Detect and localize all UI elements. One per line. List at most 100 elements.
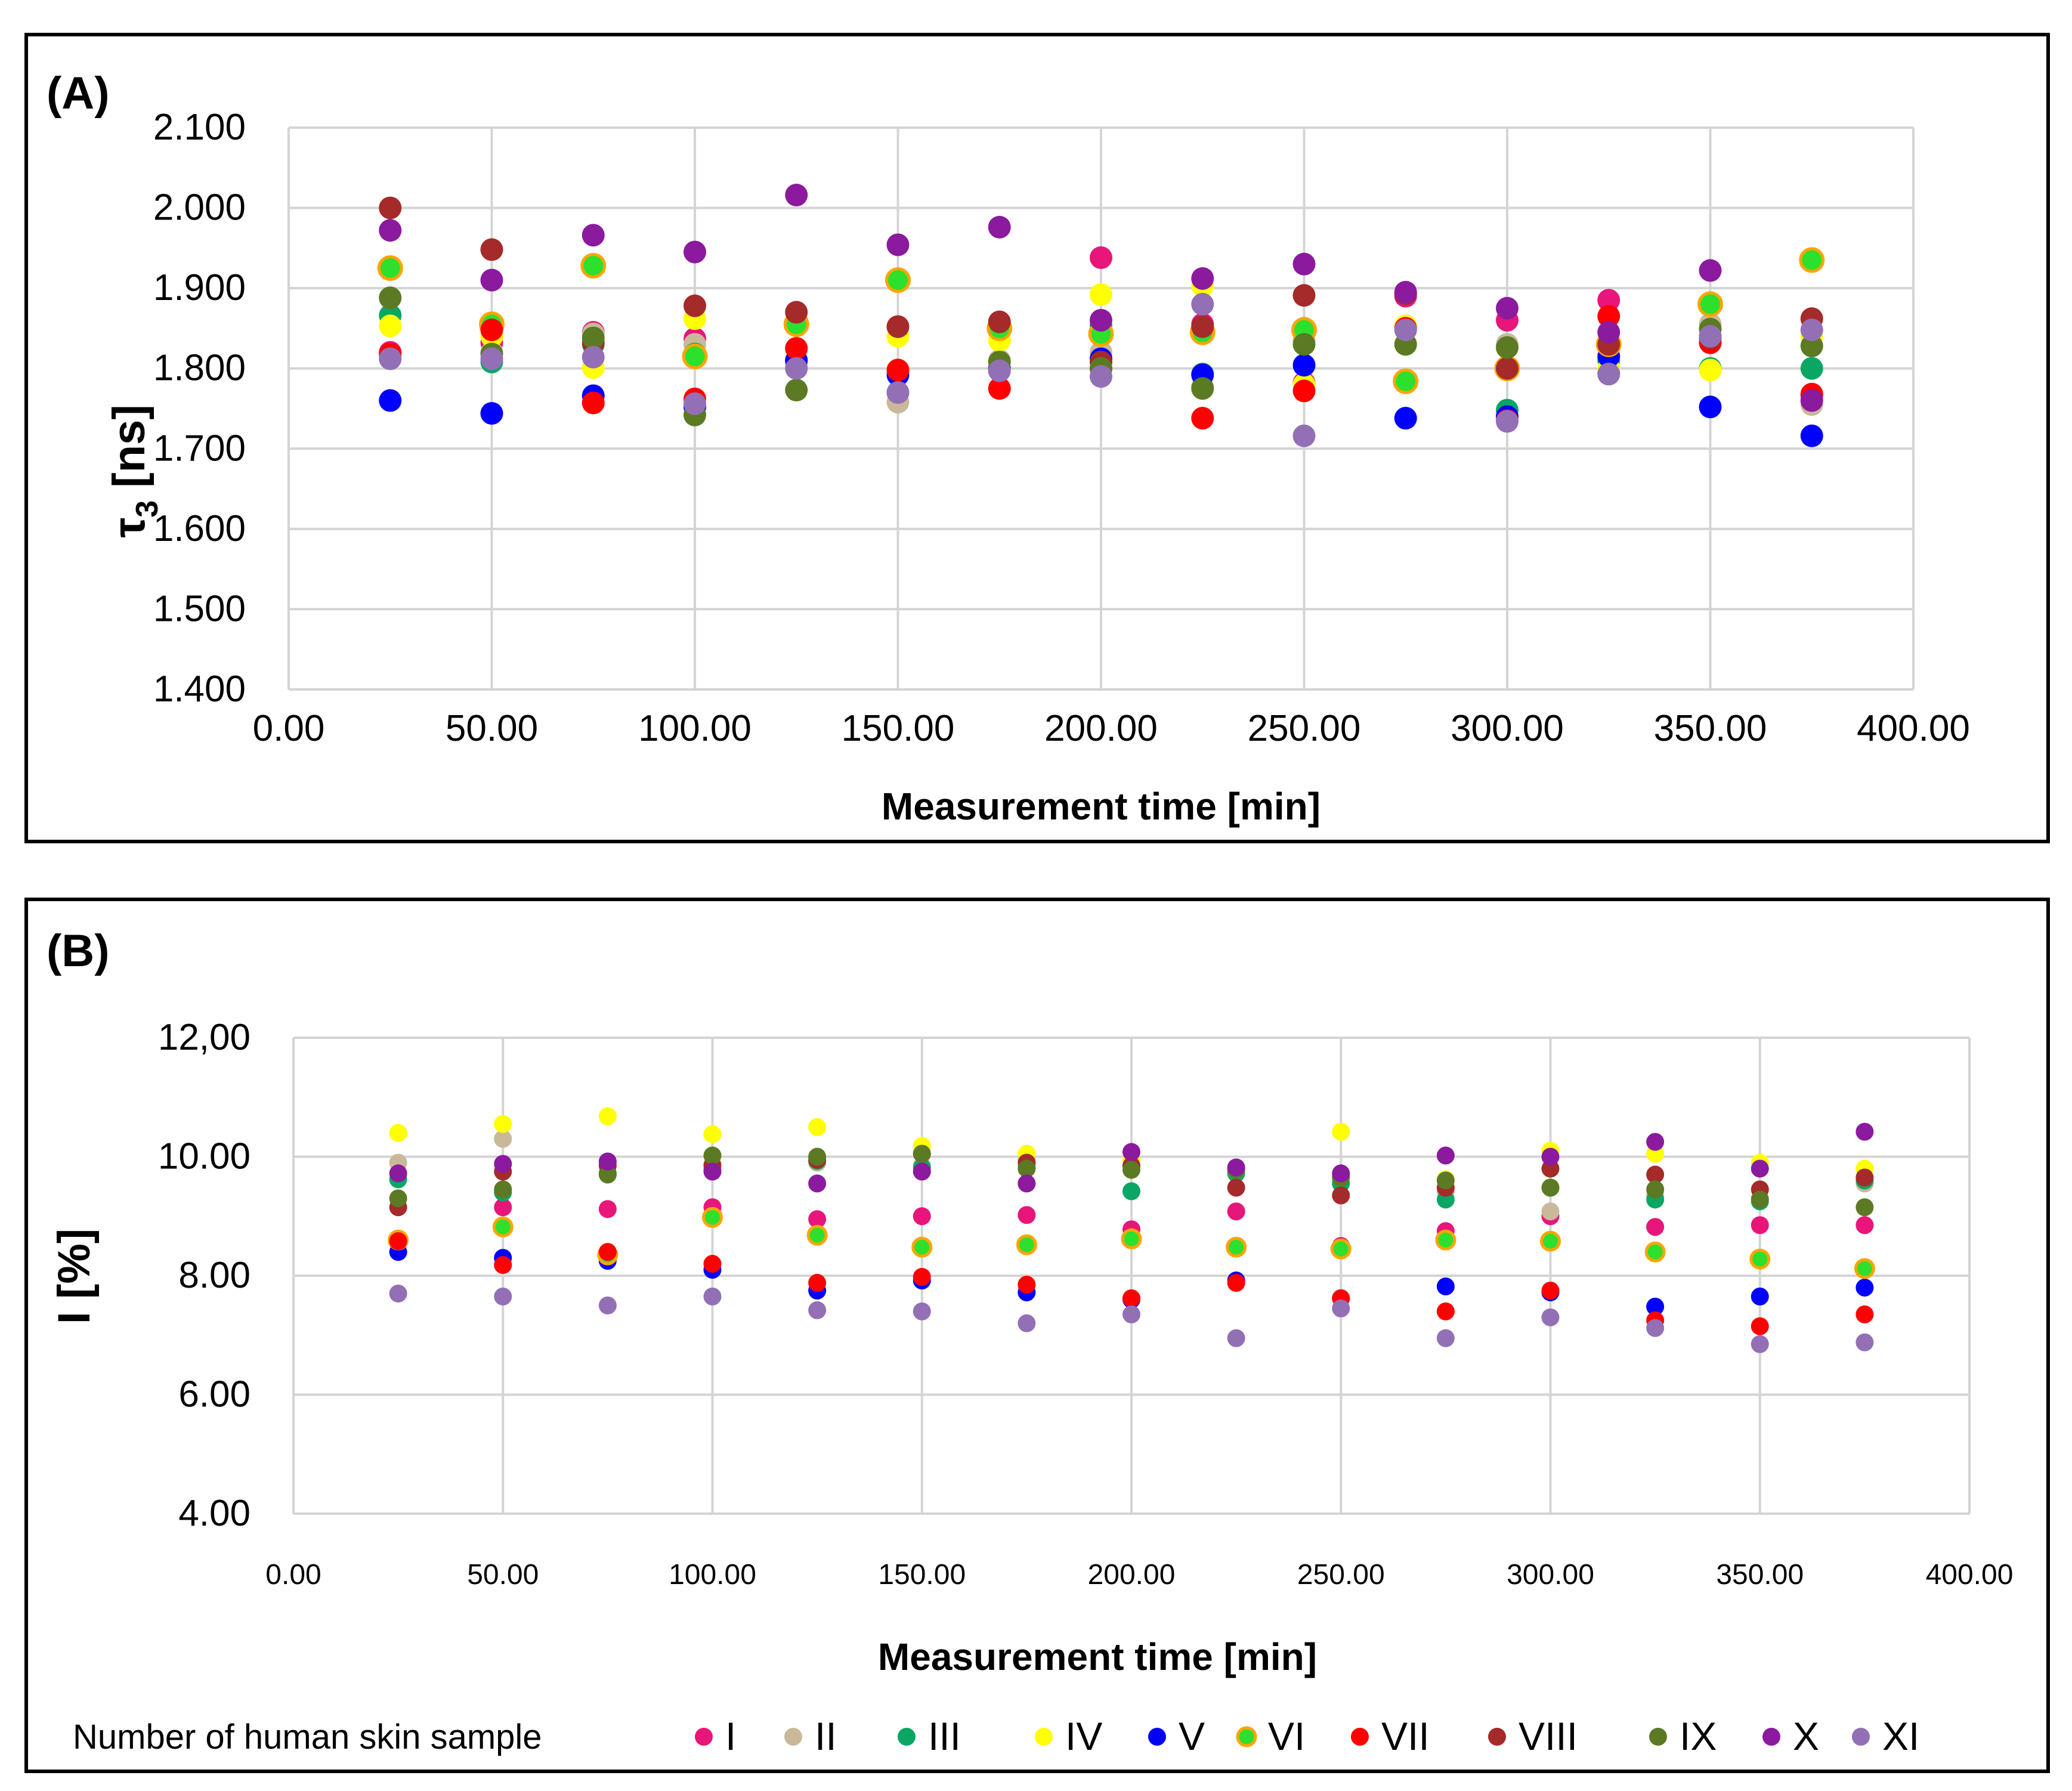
point-VIII — [684, 294, 706, 317]
point-V — [1751, 1287, 1769, 1306]
y-tick-label: 1.800 — [153, 348, 246, 389]
y-ticks-a: 1.400 1.500 1.600 1.700 1.800 1.900 2.000 2.100 — [153, 107, 246, 710]
point-VIII — [1855, 1168, 1874, 1187]
point-V — [1394, 407, 1417, 430]
legend-title: Number of human skin sample — [73, 1718, 542, 1756]
point-IX — [1751, 1190, 1769, 1209]
point-XI — [1191, 293, 1214, 316]
point-I — [808, 1210, 827, 1229]
y-tick-label: 1.400 — [153, 669, 246, 710]
x-tick-label: 400.00 — [1857, 708, 1970, 749]
y-tick-label: 2.000 — [153, 187, 246, 228]
legend-label-IV: IV — [1065, 1714, 1102, 1758]
point-V — [1436, 1277, 1455, 1295]
point-VI — [1121, 1228, 1142, 1249]
point-VIII — [886, 315, 910, 338]
x-tick-label: 200.00 — [1044, 708, 1158, 749]
point-VI — [911, 1236, 933, 1258]
point-X — [1122, 1143, 1140, 1161]
legend-marker-VI — [1236, 1726, 1257, 1747]
point-VI — [1393, 368, 1419, 394]
legend-label-I: I — [725, 1714, 736, 1758]
point-XI — [480, 347, 503, 370]
point-IV — [1699, 358, 1722, 382]
x-tick-label: 350.00 — [1654, 708, 1767, 749]
x-tick-label: 100.00 — [638, 708, 752, 749]
point-XI — [1597, 363, 1621, 386]
point-X — [1191, 267, 1214, 290]
legend-label-III: III — [928, 1714, 961, 1758]
point-VIII — [1332, 1186, 1350, 1205]
point-VI — [1330, 1238, 1352, 1260]
point-VI — [580, 252, 607, 279]
point-VII — [1436, 1302, 1455, 1320]
y-tick-label: 10.00 — [158, 1136, 251, 1177]
point-VII — [1191, 407, 1214, 430]
point-VI — [806, 1224, 828, 1246]
point-I — [913, 1207, 931, 1226]
point-IX — [598, 1165, 617, 1184]
point-IX — [389, 1189, 407, 1208]
x-tick-label: 50.00 — [467, 1559, 539, 1591]
point-XI — [1332, 1299, 1350, 1317]
panel-a: (A) 1.400 1.500 1.600 1.700 1.800 1.900 2.000 2… — [24, 33, 2050, 843]
point-I — [494, 1198, 512, 1217]
point-IX — [913, 1144, 931, 1163]
point-XI — [389, 1284, 407, 1303]
x-axis-label-b: Measurement time [min] — [878, 1635, 1317, 1678]
point-VII — [1541, 1281, 1560, 1300]
point-XI — [494, 1287, 512, 1306]
point-IX — [1800, 335, 1823, 358]
point-XI — [1699, 324, 1722, 348]
point-XI — [808, 1301, 827, 1319]
legend: Number of human skin sample I II III IV V VI V… — [73, 1714, 1919, 1758]
legend-label-V: V — [1179, 1714, 1205, 1758]
point-V — [1292, 354, 1316, 377]
point-XI — [1436, 1329, 1455, 1347]
point-VIII — [379, 196, 402, 219]
point-VI — [682, 344, 708, 370]
point-XI — [1122, 1305, 1140, 1323]
point-XI — [1646, 1319, 1665, 1337]
point-VII — [1855, 1305, 1874, 1323]
legend-marker-II — [784, 1728, 802, 1746]
x-tick-label: 0.00 — [253, 708, 325, 749]
point-I — [1751, 1216, 1769, 1235]
point-XI — [1496, 410, 1519, 433]
point-XI — [1800, 318, 1823, 342]
x-tick-label: 100.00 — [669, 1559, 756, 1591]
point-IX — [1018, 1159, 1036, 1178]
point-VII — [913, 1267, 931, 1286]
point-I — [1227, 1202, 1245, 1221]
point-XI — [1227, 1329, 1245, 1347]
point-VI — [1799, 247, 1825, 273]
point-IX — [703, 1146, 722, 1165]
point-XI — [598, 1296, 617, 1314]
point-X — [1496, 296, 1519, 320]
point-V — [1855, 1278, 1874, 1297]
x-tick-label: 150.00 — [842, 708, 955, 749]
y-axis-label-a-main: τ — [104, 518, 154, 538]
legend-entries: I II III IV V VI VII VIII IX X XI — [695, 1714, 1919, 1758]
point-X — [379, 219, 402, 242]
point-IV — [703, 1125, 722, 1143]
point-X — [1541, 1147, 1560, 1166]
point-XI — [913, 1302, 931, 1320]
x-tick-label: 300.00 — [1451, 708, 1564, 749]
x-tick-label: 150.00 — [878, 1559, 966, 1591]
point-IX — [1541, 1178, 1560, 1197]
points-a — [377, 184, 1825, 447]
point-X — [1800, 389, 1823, 412]
point-IV — [379, 314, 402, 338]
legend-label-VII: VII — [1381, 1714, 1430, 1758]
y-ticks-b: 4.00 6.00 8.00 10.00 12,00 — [158, 1017, 251, 1534]
point-VII — [1751, 1317, 1769, 1335]
y-tick-label: 2.100 — [153, 107, 246, 148]
legend-label-XI: XI — [1882, 1714, 1919, 1758]
point-IX — [1855, 1198, 1874, 1217]
point-VI — [1540, 1230, 1561, 1252]
point-X — [913, 1162, 931, 1181]
point-X — [886, 233, 910, 256]
y-axis-label-a: τ3 [ns] — [104, 404, 165, 537]
